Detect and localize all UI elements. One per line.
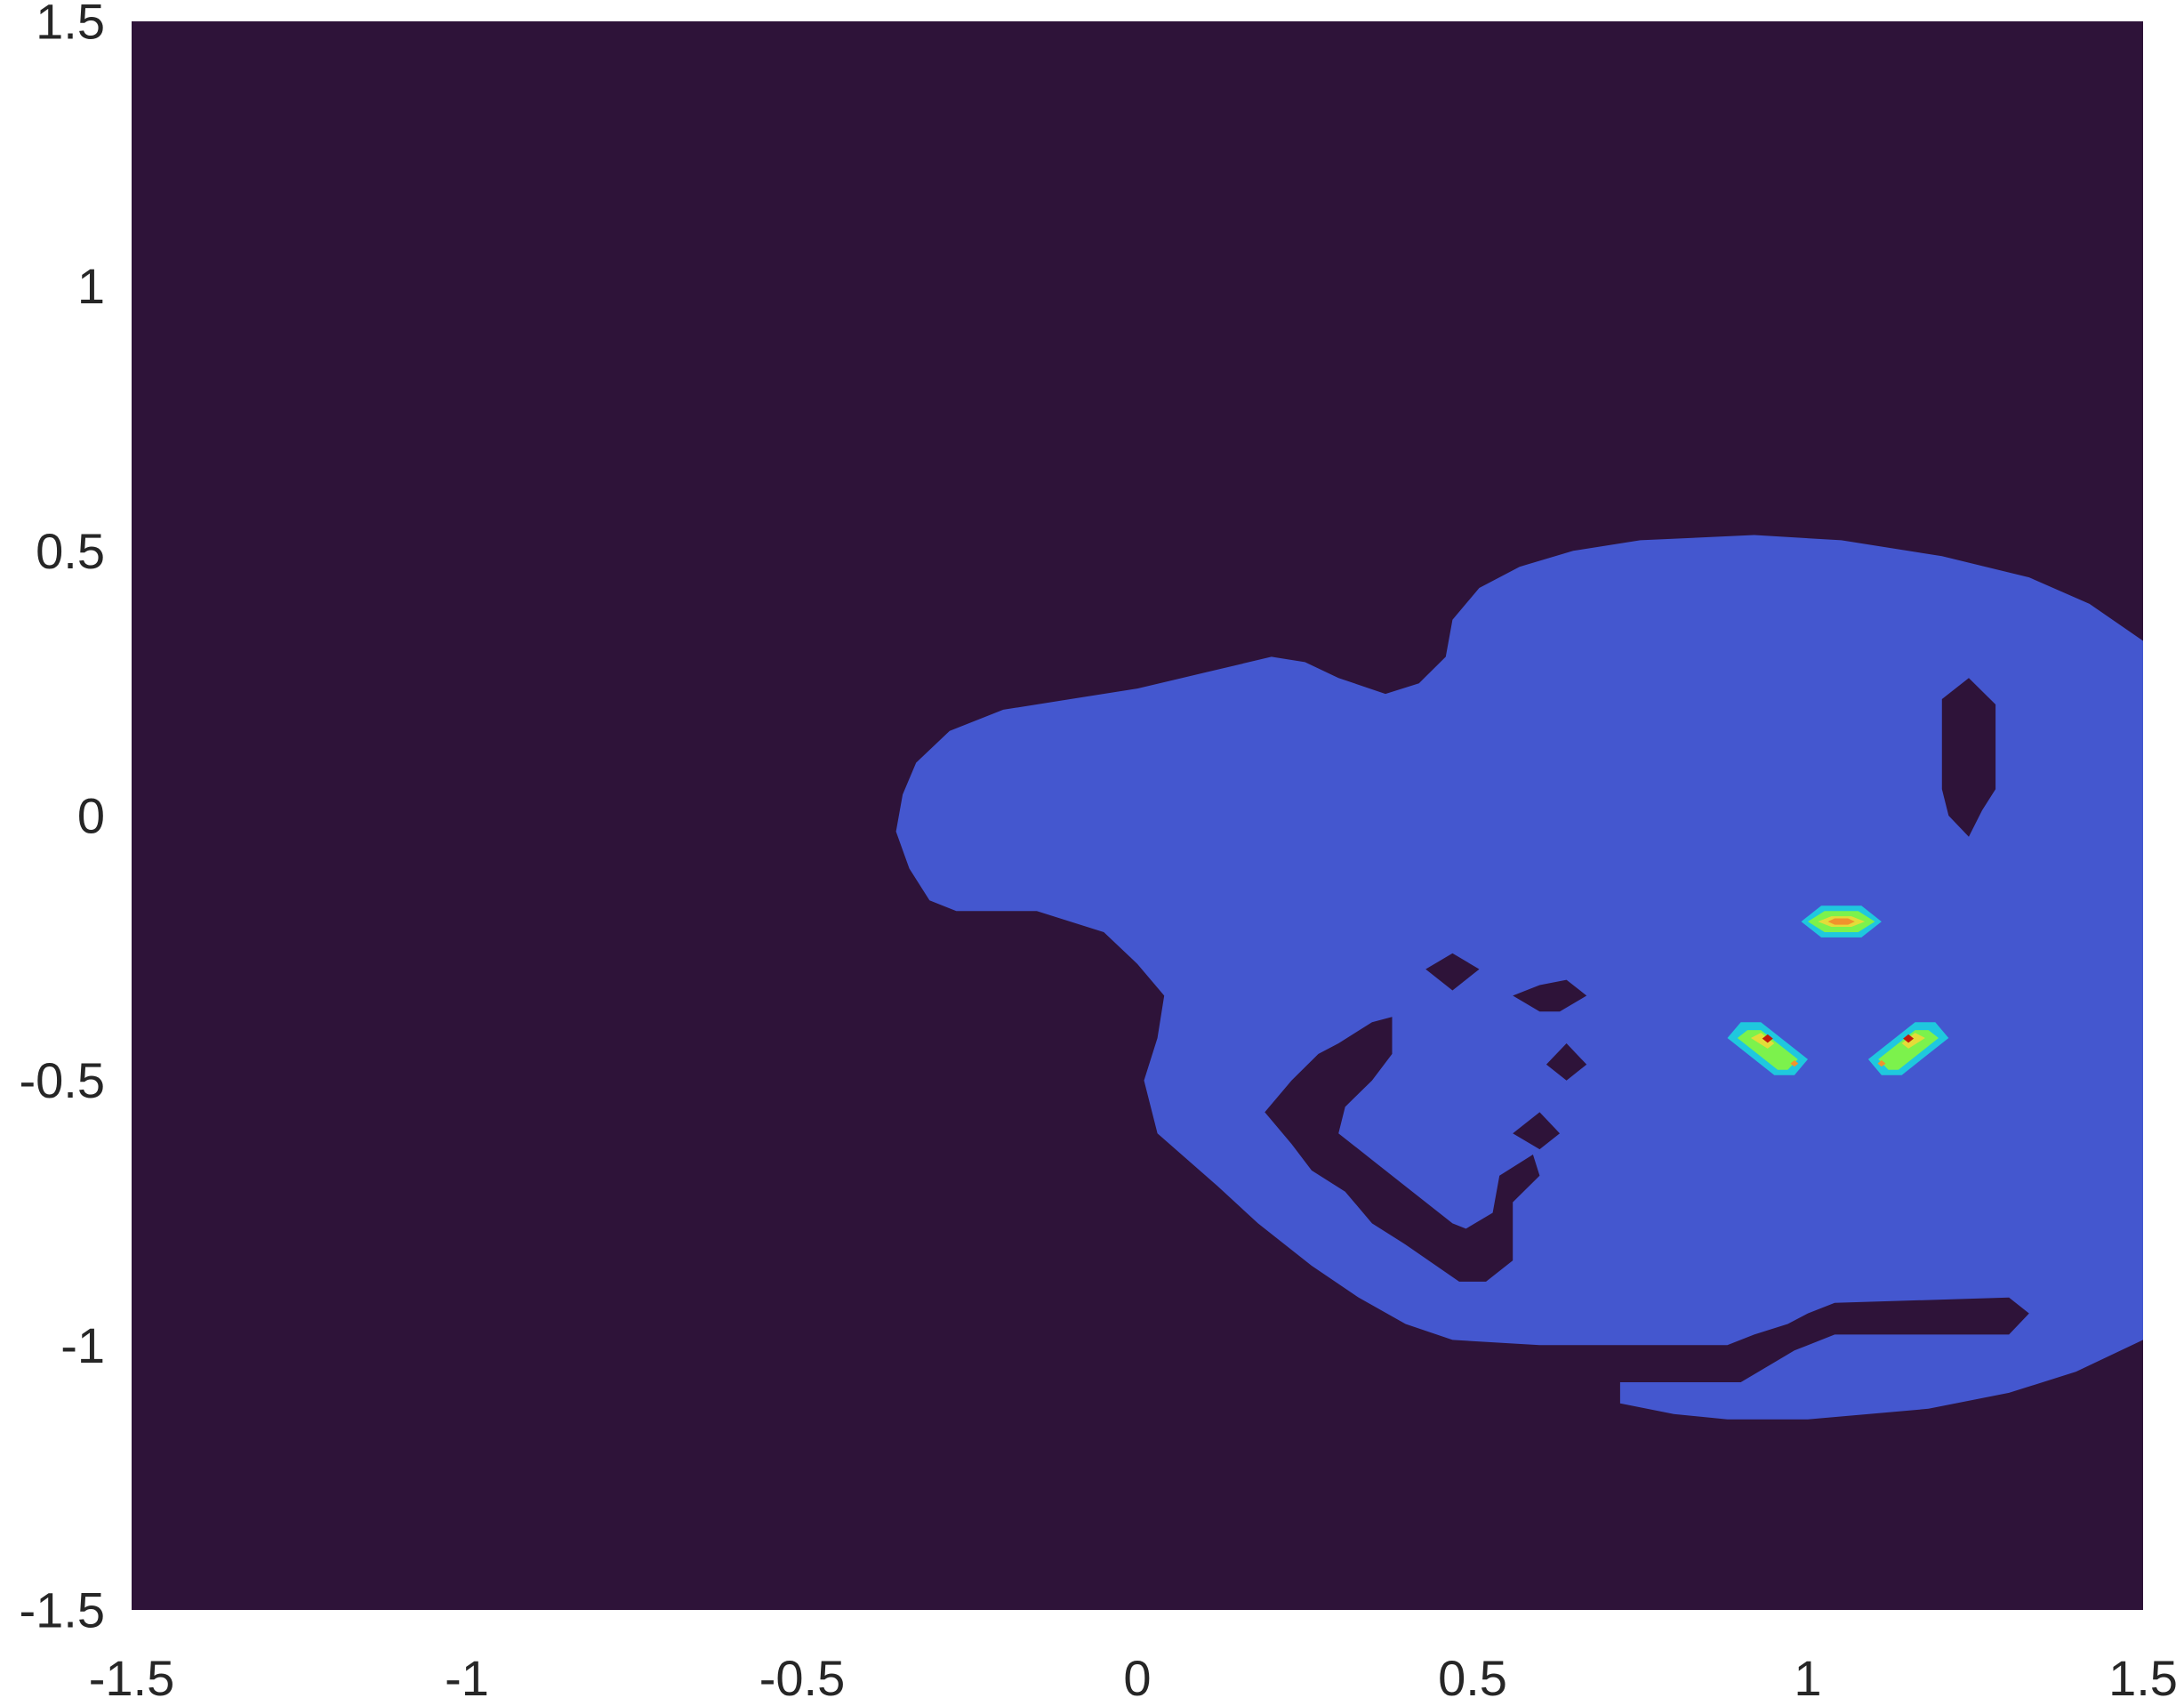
x-tick-label: 0	[1123, 1650, 1151, 1698]
peak-right	[1867, 1022, 1949, 1075]
y-tick-label: 1	[77, 258, 105, 314]
x-axis-ticks: -1.5 -1 -0.5 0 0.5 1 1.5	[89, 1650, 2178, 1698]
y-tick-label: -0.5	[20, 1052, 106, 1108]
peak-left	[1727, 1022, 1808, 1075]
peak-top	[1801, 905, 1882, 938]
x-tick-label: 0.5	[1438, 1650, 1507, 1698]
x-tick-label: 1.5	[2108, 1650, 2178, 1698]
hole-top-right	[1941, 678, 1996, 837]
y-axis-ticks: -1.5 -1 -0.5 0 0.5 1 1.5	[20, 0, 106, 1638]
plot-area	[132, 21, 2143, 1610]
peak-left-ring-1	[1737, 1030, 1798, 1070]
hole-diamond-small	[1425, 953, 1480, 991]
peak-left-ring-3	[1762, 1034, 1773, 1043]
x-tick-label: -0.5	[759, 1650, 846, 1698]
main-region	[895, 535, 2143, 1420]
y-tick-label: -1.5	[20, 1582, 106, 1638]
peak-top-ring-3	[1827, 918, 1855, 925]
hole-diamond-mid	[1546, 1043, 1587, 1081]
peak-right-ring-4	[1877, 1060, 1886, 1067]
x-tick-label: 1	[1794, 1650, 1821, 1698]
y-tick-label: -1	[60, 1317, 105, 1373]
peak-left-ring-2	[1750, 1033, 1775, 1049]
peak-right-ring-3	[1903, 1034, 1915, 1043]
x-tick-label: -1.5	[89, 1650, 175, 1698]
hole-sliver	[1513, 979, 1587, 1012]
x-tick-label: -1	[445, 1650, 489, 1698]
peak-left-ring-4	[1790, 1060, 1799, 1067]
y-tick-label: 0	[77, 788, 105, 844]
hole-hook	[1265, 1017, 1540, 1282]
peak-right-ring-1	[1878, 1030, 1939, 1070]
y-tick-label: 0.5	[36, 523, 105, 579]
hole-diamond-low	[1513, 1112, 1560, 1150]
peak-right-ring-2	[1901, 1033, 1925, 1049]
y-tick-label: 1.5	[36, 0, 105, 50]
